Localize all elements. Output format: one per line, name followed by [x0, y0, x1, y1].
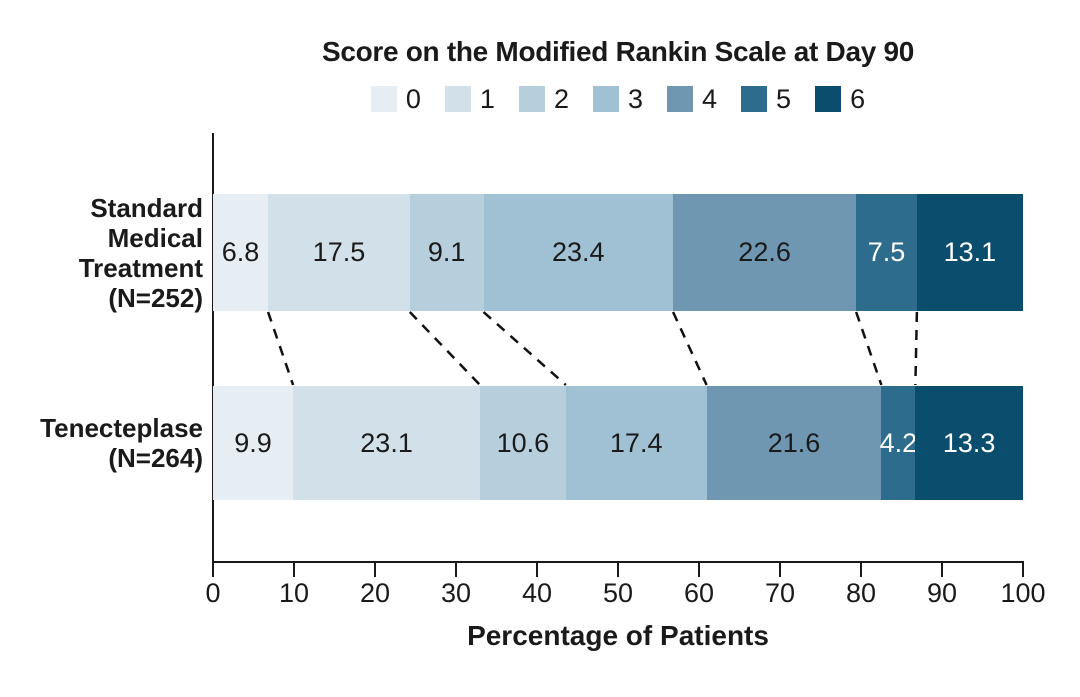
legend-swatch-4	[667, 86, 694, 112]
legend-item-4: 4	[667, 84, 718, 114]
x-tick	[617, 563, 619, 577]
legend-swatch-0	[370, 86, 397, 112]
category-label-line: Tenecteplase	[40, 413, 203, 443]
segment-value: 22.6	[738, 237, 791, 267]
segment-value: 23.1	[360, 427, 413, 458]
category-label-0: Standard Medical Treatment (N=252)	[79, 193, 203, 313]
legend: 0 1 2 3 4 5 6	[213, 84, 1023, 114]
connector-line	[266, 311, 295, 386]
legend-item-5: 5	[741, 84, 792, 114]
segment-value: 13.1	[943, 237, 997, 267]
bar-segment: 23.4	[483, 194, 674, 311]
connector-line	[914, 311, 919, 386]
x-tick	[212, 563, 214, 577]
x-tick-label: 60	[683, 578, 715, 608]
legend-label: 5	[776, 84, 792, 114]
y-axis-line	[212, 133, 214, 563]
bar-segment: 21.6	[706, 386, 882, 500]
x-tick-label: 20	[359, 578, 391, 608]
segment-value: 4.2	[879, 427, 918, 458]
bar-segment: 13.3	[915, 386, 1023, 500]
x-tick-label: 10	[278, 578, 310, 608]
bar-0: 6.8 17.5 9.1 23.4 22.6 7.5 13.1	[213, 194, 1023, 311]
segment-connector-lines	[266, 311, 919, 386]
legend-item-2: 2	[518, 84, 569, 114]
x-tick-label: 70	[764, 578, 796, 608]
x-tick	[455, 563, 457, 577]
bar-segment: 6.8	[213, 194, 269, 311]
legend-swatch-6	[815, 86, 842, 112]
legend-swatch-1	[444, 86, 471, 112]
category-label-line: (N=252)	[108, 282, 203, 313]
x-axis-title: Percentage of Patients	[467, 620, 769, 651]
legend-item-1: 1	[444, 84, 495, 114]
connector-line	[671, 311, 708, 386]
bar-segment: 17.5	[268, 194, 410, 311]
segment-value: 6.8	[221, 237, 260, 267]
bar-1: 9.9 23.1 10.6 17.4 21.6 4.2 13.3	[213, 386, 1023, 500]
category-label-1: Tenecteplase (N=264)	[40, 413, 203, 473]
x-tick	[1022, 563, 1024, 577]
connector-line	[408, 311, 481, 386]
segment-value: 9.9	[234, 427, 272, 458]
category-label-line: Medical	[107, 222, 203, 253]
segment-value: 17.5	[312, 237, 366, 267]
chart-title: Score on the Modified Rankin Scale at Da…	[321, 36, 915, 67]
category-label-line: Treatment	[78, 252, 203, 283]
bar-segment: 10.6	[480, 386, 566, 500]
x-tick	[293, 563, 295, 577]
segment-value: 17.4	[609, 427, 663, 458]
legend-label: 0	[405, 84, 421, 114]
connector-line	[854, 311, 883, 386]
legend-label: 2	[553, 84, 569, 114]
legend-item-0: 0	[370, 84, 421, 114]
segment-value: 10.6	[496, 427, 550, 458]
legend-item-6: 6	[815, 84, 866, 114]
bar-segment: 9.1	[409, 194, 484, 311]
x-tick-label: 0	[205, 578, 221, 608]
legend-item-3: 3	[592, 84, 644, 114]
segment-value: 7.5	[867, 237, 906, 267]
segment-value: 13.3	[942, 427, 996, 458]
bar-segment: 9.9	[213, 386, 294, 500]
legend-label: 4	[702, 84, 718, 114]
x-tick-label: 30	[440, 578, 472, 608]
x-tick-label: 80	[845, 578, 877, 608]
legend-label: 6	[850, 84, 866, 114]
bar-segment: 4.2	[879, 386, 918, 500]
legend-label: 3	[627, 84, 644, 114]
bar-segment: 7.5	[856, 194, 917, 311]
x-tick	[536, 563, 538, 577]
bar-segment: 13.1	[916, 194, 1023, 311]
legend-label: 1	[479, 84, 495, 114]
x-tick-label: 50	[602, 578, 634, 608]
x-tick	[374, 563, 376, 577]
category-label-line: (N=264)	[108, 443, 203, 473]
category-label-line: Standard	[90, 192, 203, 223]
segment-value: 21.6	[767, 427, 821, 458]
connector-line	[482, 311, 567, 386]
x-tick-label: 100	[1000, 578, 1046, 608]
x-axis-line	[212, 561, 1024, 563]
x-tick	[941, 563, 943, 577]
segment-value: 23.4	[552, 237, 605, 267]
bar-segment: 23.1	[293, 386, 481, 500]
legend-swatch-3	[592, 86, 619, 112]
x-tick	[698, 563, 700, 577]
x-tick	[860, 563, 862, 577]
x-tick	[779, 563, 781, 577]
legend-swatch-2	[518, 86, 545, 112]
bar-segment: 17.4	[565, 386, 707, 500]
x-tick-label: 90	[926, 578, 958, 608]
bar-segment: 22.6	[673, 194, 857, 311]
x-tick-label: 40	[521, 578, 553, 608]
legend-swatch-5	[741, 86, 768, 112]
segment-value: 9.1	[427, 237, 466, 267]
